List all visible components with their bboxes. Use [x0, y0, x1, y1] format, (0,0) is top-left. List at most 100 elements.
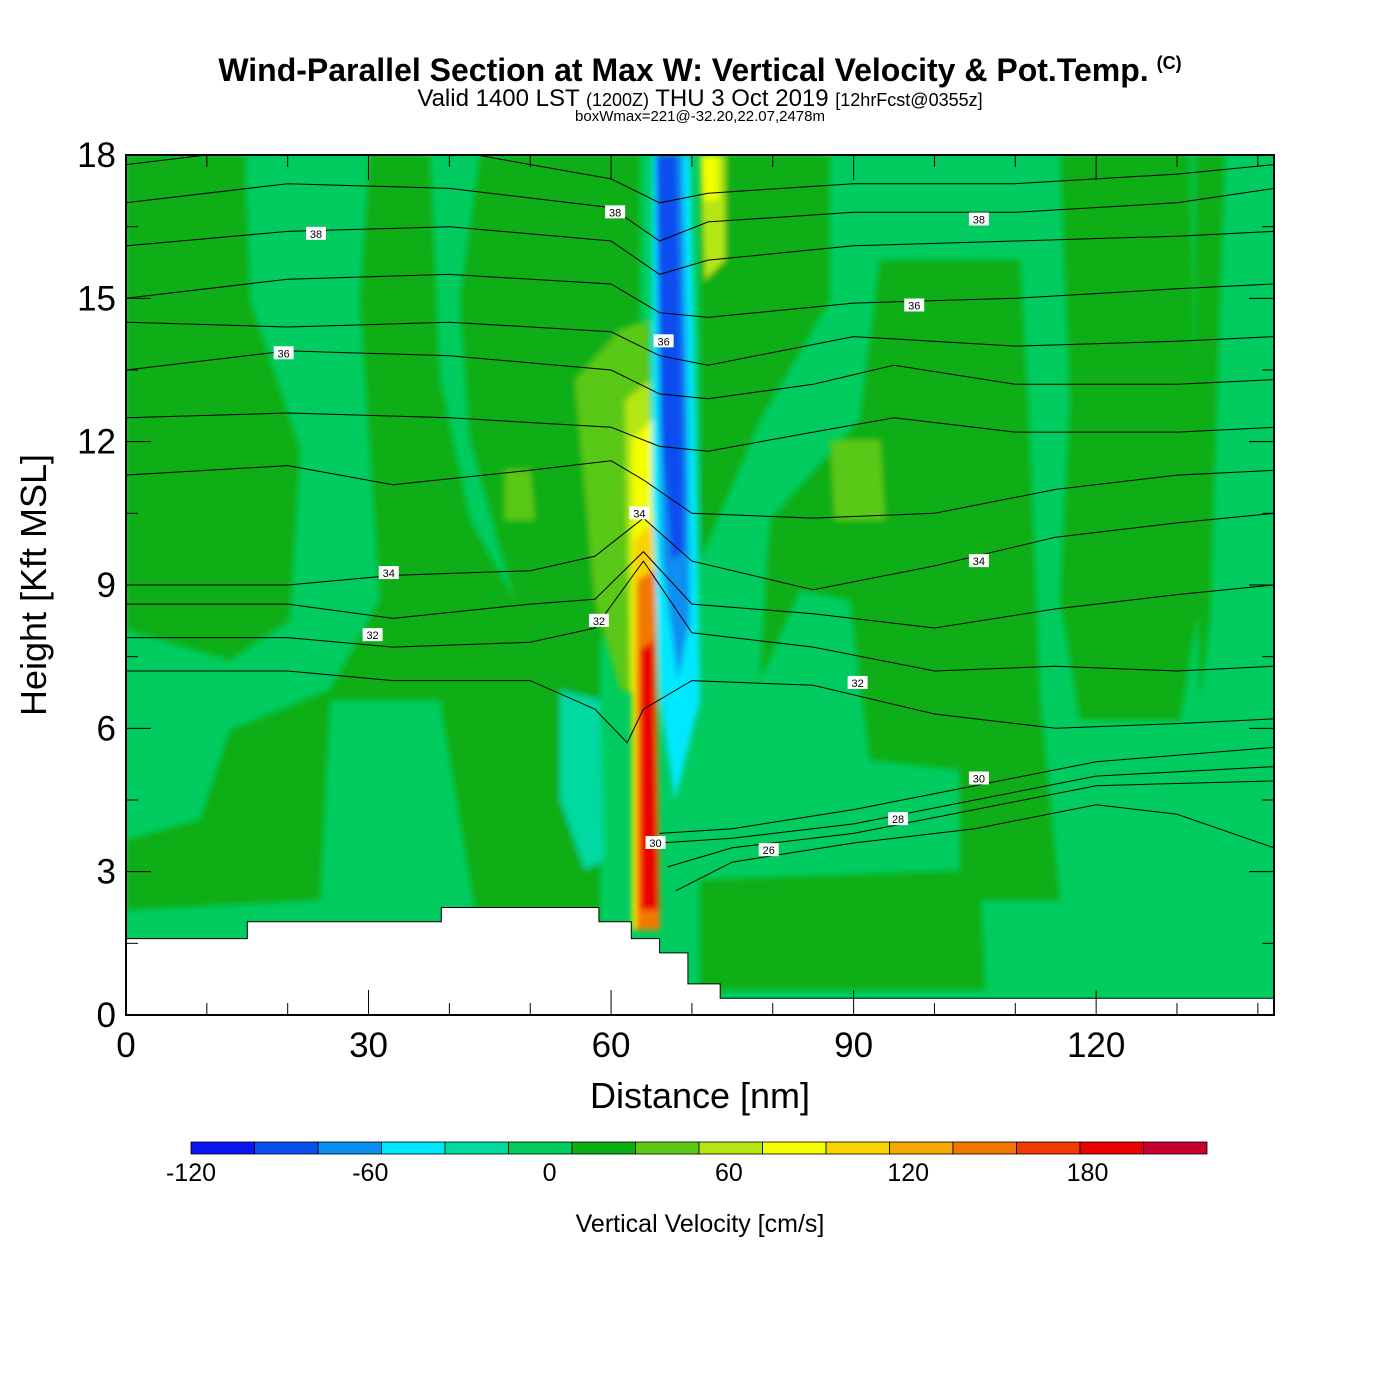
x-axis-label: Distance [nm]	[590, 1075, 810, 1116]
colorbar-swatch	[1079, 1141, 1144, 1155]
theta-contour-38	[126, 226, 1274, 275]
contour-label-box	[968, 554, 989, 568]
theta-contour-38	[126, 183, 1274, 242]
contour-label-box	[273, 346, 294, 360]
updraft-band-right	[700, 155, 830, 560]
colorbar-swatch	[254, 1141, 319, 1155]
colorbar-tick-label: -60	[352, 1159, 388, 1187]
contour-label-text: 32	[366, 630, 378, 642]
box-wmax-info: boxWmax=221@-32.20,22.07,2478m	[575, 108, 825, 125]
theta-contour-30	[659, 746, 1274, 834]
contour-label: 38	[968, 212, 989, 227]
x-tick-label: 60	[592, 1026, 631, 1065]
colorbar-swatch	[1143, 1141, 1208, 1155]
contour-label-box	[629, 506, 650, 520]
contour-label-text: 30	[973, 774, 985, 786]
colorbar-swatch	[889, 1141, 954, 1155]
valid-date: THU 3 Oct 2019	[655, 85, 829, 112]
colorbar-swatch	[444, 1141, 509, 1155]
contour-label-box	[645, 836, 666, 849]
contour-label-text: 38	[310, 229, 322, 241]
contour-label: 36	[904, 298, 925, 313]
contour-label: 36	[653, 334, 674, 348]
contour-labels: 38 38 38 36 36 36 34 34 34 32 32 32 30 30 28 26	[273, 205, 989, 857]
x-axis: 0 30 60 90 120	[116, 155, 1259, 1065]
copyright-mark: (C)	[1156, 53, 1182, 73]
colorbar-swatch	[317, 1141, 382, 1155]
contour-label-box	[847, 675, 868, 689]
theta-contour-34	[126, 460, 1274, 519]
theta-contour-32	[126, 550, 1274, 629]
theta-contour-32	[126, 560, 1274, 672]
y-axis-label: Height [Kft MSL]	[13, 454, 54, 716]
theta-contours	[126, 155, 1274, 892]
contour-label: 38	[305, 226, 326, 241]
theta-contour-26	[675, 804, 1274, 892]
colorbar: -120 -60 0 60 120 180	[166, 1141, 1208, 1187]
contour-label-text: 34	[633, 508, 645, 520]
theta-contour-36	[126, 321, 1274, 366]
contour-label: 32	[362, 628, 383, 642]
theta-contour-36	[126, 350, 1274, 400]
x-tick-label: 30	[349, 1026, 388, 1065]
contour-label: 38	[605, 205, 626, 219]
top-updraft-yellow2	[702, 155, 718, 200]
colorbar-tick-label: 0	[543, 1159, 557, 1187]
contour-label-box	[362, 628, 383, 642]
contour-label: 36	[273, 346, 294, 360]
colorbar-swatch	[190, 1141, 255, 1155]
colorbar-tick-label: -120	[166, 1159, 216, 1187]
updraft-low-right	[700, 870, 985, 990]
contour-label: 28	[888, 812, 909, 826]
colorbar-label: Vertical Velocity [cm/s]	[576, 1210, 825, 1238]
colorbar-swatch	[762, 1141, 827, 1155]
x-tick-label: 120	[1067, 1026, 1125, 1065]
y-tick-label: 18	[77, 136, 116, 175]
contour-label: 32	[588, 613, 609, 628]
y-tick-label: 0	[97, 996, 116, 1035]
contour-label-text: 36	[908, 301, 920, 313]
contour-label-box	[888, 812, 909, 826]
contour-label-box	[758, 843, 779, 857]
contour-label-box	[904, 298, 925, 312]
contour-label-text: 30	[649, 838, 661, 850]
contour-label-box	[605, 205, 626, 219]
contour-label-box	[968, 771, 989, 785]
theta-contour-32	[126, 670, 1274, 744]
contour-label-box	[653, 334, 674, 348]
contour-label: 30	[645, 836, 666, 850]
contour-label-text: 38	[973, 215, 985, 227]
contour-label-text: 36	[657, 336, 669, 348]
contour-label-text: 36	[278, 348, 290, 360]
colorbar-swatch	[635, 1141, 700, 1155]
valid-time-line: Valid 1400 LST (1200Z) THU 3 Oct 2019 [1…	[0, 87, 1400, 112]
chart-title: Wind-Parallel Section at Max W: Vertical…	[218, 52, 1182, 88]
y-tick-label: 15	[77, 279, 116, 318]
colorbar-tick-label: 180	[1067, 1159, 1109, 1187]
forecast-info: [12hrFcst@0355z]	[835, 90, 983, 110]
y-tick-label: 9	[97, 566, 116, 605]
y-tick-label: 3	[97, 853, 116, 892]
colorbar-swatch	[825, 1141, 890, 1155]
updraft-band-right3	[1060, 155, 1200, 720]
weak-updraft-cell2	[505, 470, 535, 520]
colorbar-swatch	[1016, 1141, 1081, 1155]
contour-label-box	[378, 566, 399, 580]
contour-label-text: 32	[593, 616, 605, 628]
updraft-band-right2	[760, 260, 1060, 900]
contour-label: 34	[968, 554, 989, 568]
theta-contour-34	[126, 512, 1274, 591]
contour-label: 26	[758, 843, 779, 857]
colorbar-swatch	[381, 1141, 446, 1155]
y-tick-label: 12	[77, 423, 116, 462]
valid-zulu: (1200Z)	[585, 90, 649, 110]
x-tick-label: 0	[116, 1026, 135, 1065]
terrain-mask	[126, 907, 1274, 1015]
theta-contour-30	[659, 766, 1274, 844]
y-axis: 0 36 9 12 15 18	[77, 136, 1274, 1035]
velocity-field: 38 38 38 36 36 36 34 34 34 32 32 32 30 30 28 26	[126, 155, 1274, 1015]
contour-label: 34	[629, 506, 650, 520]
downdraft-cell	[560, 690, 605, 870]
contour-label-text: 28	[892, 814, 904, 826]
